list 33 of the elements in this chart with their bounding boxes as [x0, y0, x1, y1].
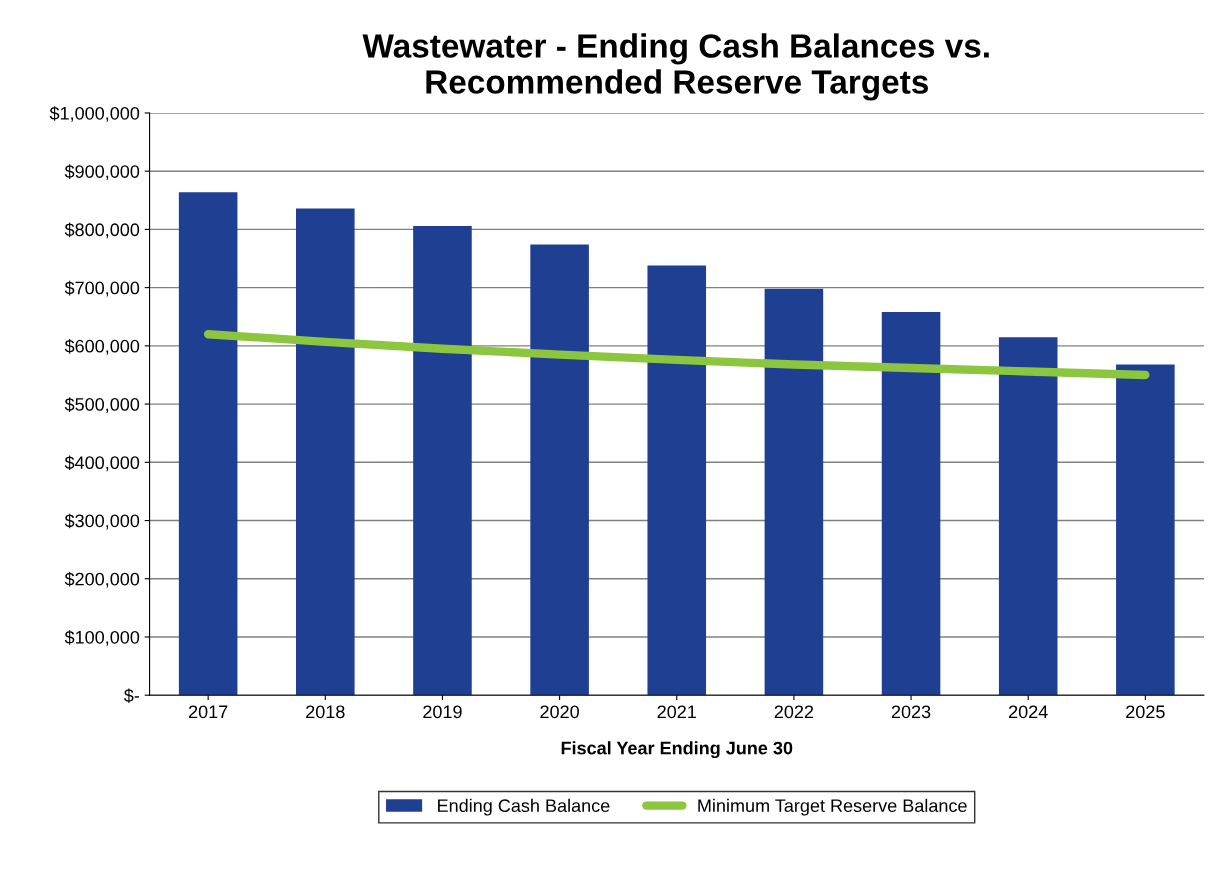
- x-tick-label: 2025: [1126, 705, 1165, 719]
- x-tick-label: 2024: [1009, 705, 1048, 719]
- bar: [881, 312, 941, 696]
- bar: [413, 225, 472, 696]
- y-tick-label: $700,000: [64, 280, 140, 297]
- y-tick-label: $500,000: [64, 397, 140, 413]
- y-tick-label: $-: [123, 688, 140, 703]
- chart-title: Wastewater - Ending Cash Balances vs. Recommended Reserve Targets: [362, 33, 989, 101]
- y-tick-label: $400,000: [64, 455, 140, 472]
- bar: [1116, 364, 1175, 696]
- x-tick-label: 2020: [540, 705, 579, 719]
- y-tick-label: $1,000,000: [49, 106, 140, 122]
- x-tick-label: 2017: [188, 705, 228, 719]
- bar: [998, 337, 1058, 696]
- y-tick-label: $800,000: [64, 222, 140, 239]
- y-tick-label: $900,000: [64, 164, 140, 181]
- x-tick-label: 2018: [306, 705, 345, 719]
- y-tick-label: $200,000: [64, 571, 140, 588]
- legend-label: Ending Cash Balance: [438, 798, 610, 816]
- y-tick-label: $600,000: [64, 339, 140, 355]
- x-tick-label: 2022: [774, 705, 814, 719]
- bar: [764, 288, 824, 696]
- x-tick-label: 2023: [891, 705, 931, 719]
- bar: [647, 265, 707, 696]
- y-tick-label: $300,000: [64, 513, 140, 530]
- y-tick-label: $100,000: [64, 630, 140, 646]
- bar: [530, 244, 589, 696]
- legend-label: Minimum Target Reserve Balance: [698, 798, 967, 816]
- bar: [296, 208, 355, 696]
- x-axis-title: Fiscal Year Ending June 30: [561, 741, 793, 759]
- bar: [178, 192, 238, 696]
- x-tick-label: 2019: [423, 705, 462, 719]
- x-tick-label: 2021: [657, 705, 696, 719]
